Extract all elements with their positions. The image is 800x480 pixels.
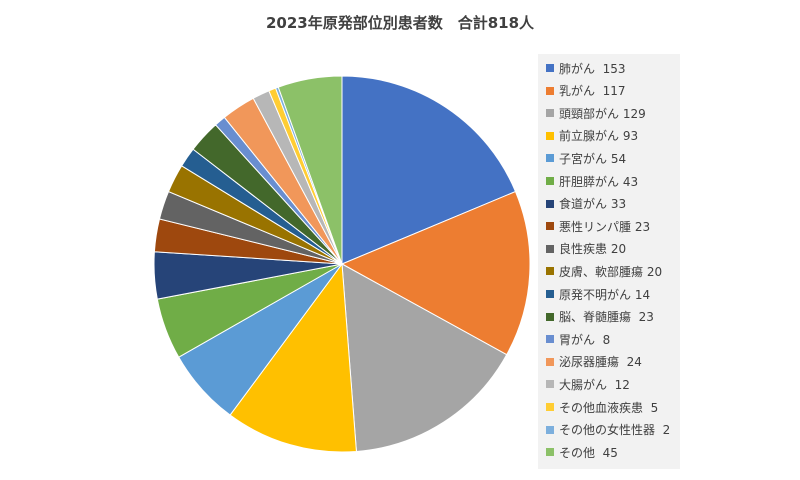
- legend-item: 皮膚、軟部腫瘍 20: [546, 261, 662, 281]
- chart-title: 2023年原発部位別患者数 合計818人: [265, 14, 535, 32]
- legend-label: 皮膚、軟部腫瘍 20: [559, 264, 663, 279]
- pie-slices: [153, 75, 531, 453]
- legend-swatch: [546, 357, 554, 366]
- pie-slice-1: [341, 75, 517, 265]
- legend-item: 肝胆膵がん 43: [546, 171, 638, 191]
- legend-item: 脳、脊髄腫瘍 23: [546, 307, 654, 327]
- legend-swatch: [546, 177, 554, 185]
- legend-swatch: [546, 448, 554, 457]
- legend-swatch: [546, 154, 554, 163]
- legend-label: 脳、脊髄腫瘍 23: [559, 310, 654, 325]
- legend-label: 食道がん 33: [559, 197, 627, 212]
- legend-label: その他 45: [559, 445, 618, 460]
- legend-swatch: [546, 109, 554, 118]
- legend-label: 肝胆膵がん 43: [559, 174, 639, 189]
- legend-swatch: [546, 312, 554, 321]
- legend-swatch: [546, 64, 554, 72]
- legend-swatch: [546, 222, 554, 231]
- legend-swatch: [546, 380, 554, 389]
- legend-label: 子宮がん 54: [559, 151, 627, 166]
- legend-item: 泌尿器腫瘍 24: [546, 352, 642, 372]
- pie-slice-3: [341, 263, 508, 452]
- legend: 肺がん 153 乳がん 117 頭頸部がん 129 前立腺がん 93 子宮がん 54 肝胆…: [538, 54, 680, 469]
- legend-label: 泌尿器腫瘍 24: [559, 355, 642, 370]
- legend-item: 肺がん 153: [546, 58, 626, 78]
- legend-item: 頭頸部がん 129: [546, 103, 646, 123]
- pie-slice-2: [340, 190, 531, 356]
- legend-label: 乳がん 117: [559, 84, 626, 99]
- legend-swatch: [546, 425, 554, 434]
- legend-item: その他 45: [546, 442, 618, 462]
- legend-swatch: [546, 86, 554, 95]
- pie-slice-4: [229, 262, 357, 453]
- legend-item: 食道がん 33: [546, 194, 626, 214]
- legend-item: 子宮がん 54: [546, 148, 626, 168]
- legend-swatch: [546, 244, 554, 253]
- legend-label: 肺がん 153: [559, 61, 626, 76]
- legend-item: 原発不明がん 14: [546, 284, 650, 304]
- legend-swatch: [546, 335, 554, 344]
- legend-item: 大腸がん 12: [546, 374, 630, 394]
- legend-item: 悪性リンパ腫 23: [546, 216, 650, 236]
- legend-swatch: [546, 403, 554, 411]
- legend-swatch: [546, 131, 554, 140]
- legend-item: 良性疾患 20: [546, 239, 626, 259]
- legend-label: 良性疾患 20: [559, 242, 627, 257]
- legend-item: 前立腺がん 93: [546, 126, 638, 146]
- legend-label: その他の女性性器 2: [559, 423, 671, 438]
- legend-label: 原発不明がん 14: [559, 287, 651, 302]
- legend-label: 胃がん 8: [559, 332, 611, 347]
- legend-item: 乳がん 117: [546, 81, 626, 101]
- legend-label: 前立腺がん 93: [559, 129, 639, 144]
- legend-swatch: [546, 199, 554, 208]
- legend-swatch: [546, 290, 554, 298]
- legend-label: 大腸がん 12: [559, 377, 630, 392]
- legend-item: 胃がん 8: [546, 329, 610, 349]
- legend-label: 悪性リンパ腫 23: [559, 219, 651, 234]
- pie-slice-18: [277, 75, 343, 265]
- legend-item: その他の女性性器 2: [546, 420, 670, 440]
- legend-swatch: [546, 267, 554, 276]
- legend-item: その他血液疾患 5: [546, 397, 658, 417]
- legend-label: 頭頸部がん 129: [559, 106, 646, 121]
- legend-label: その他血液疾患 5: [559, 400, 659, 415]
